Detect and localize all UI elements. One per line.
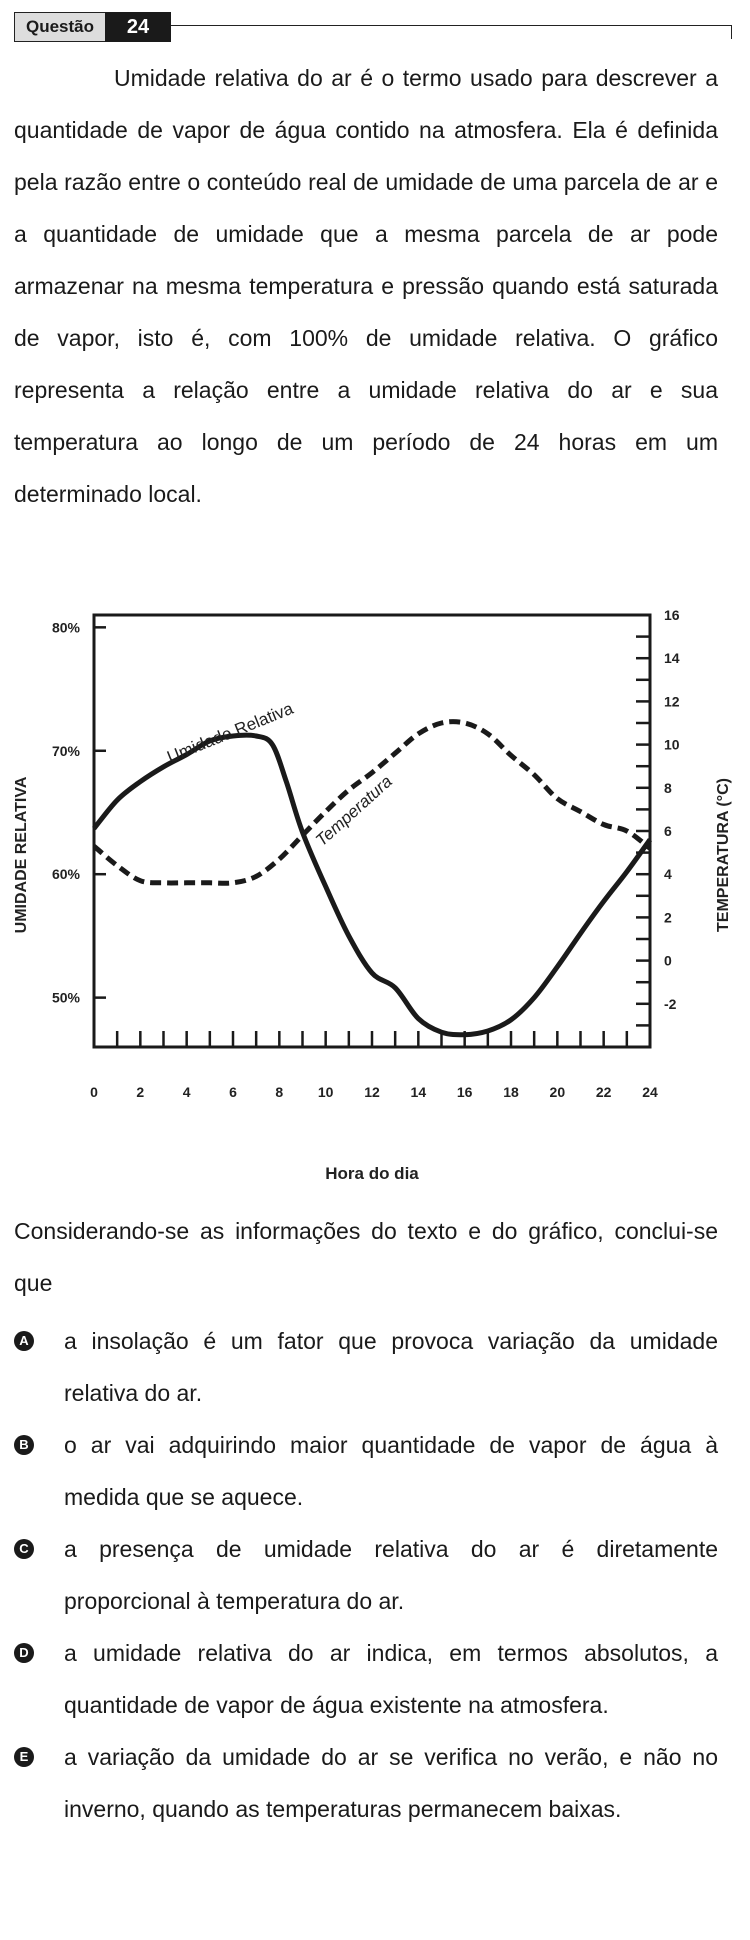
x-tick-label: 16 bbox=[457, 1084, 473, 1100]
x-tick-label: 0 bbox=[90, 1084, 98, 1100]
x-tick-label: 20 bbox=[550, 1084, 566, 1100]
question-paragraph: Umidade relativa do ar é o termo usado p… bbox=[14, 65, 718, 507]
plot-frame bbox=[92, 613, 652, 1049]
left-tick-label: 50% bbox=[52, 990, 81, 1006]
x-tick-label: 18 bbox=[503, 1084, 519, 1100]
y-left-axis-label: UMIDADE RELATIVA bbox=[13, 776, 30, 933]
left-tick-label: 70% bbox=[52, 743, 81, 759]
right-tick-marks bbox=[636, 613, 650, 1049]
x-tick-label: 10 bbox=[318, 1084, 334, 1100]
x-tick-label: 4 bbox=[183, 1084, 191, 1100]
x-tick-label: 24 bbox=[642, 1084, 658, 1100]
x-axis-label: Hora do dia bbox=[325, 1164, 419, 1183]
option-c[interactable]: C a presença de umidade relativa do ar é… bbox=[14, 1523, 718, 1627]
option-text: o ar vai adquirindo maior quantidade de … bbox=[64, 1432, 718, 1510]
left-tick-marks bbox=[94, 626, 106, 999]
right-tick-label: -2 bbox=[664, 996, 677, 1012]
x-tick-marks bbox=[92, 1031, 652, 1047]
option-d[interactable]: D a umidade relativa do ar indica, em te… bbox=[14, 1627, 718, 1731]
right-tick-label: 4 bbox=[664, 866, 672, 882]
left-tick-label: 80% bbox=[52, 619, 81, 635]
option-letter: D bbox=[14, 1643, 34, 1663]
right-tick-label: 0 bbox=[664, 953, 672, 969]
series-lines bbox=[92, 719, 653, 1038]
option-e[interactable]: E a variação da umidade do ar se verific… bbox=[14, 1731, 718, 1835]
option-b[interactable]: B o ar vai adquirindo maior quantidade d… bbox=[14, 1419, 718, 1523]
header-rule bbox=[171, 25, 732, 26]
right-tick-label: 14 bbox=[664, 650, 680, 666]
temperatura-line bbox=[92, 719, 652, 886]
x-tick-label: 8 bbox=[275, 1084, 283, 1100]
option-letter: B bbox=[14, 1435, 34, 1455]
y-right-axis-label: TEMPERATURA (°C) bbox=[715, 778, 732, 932]
header-rule-end bbox=[731, 25, 732, 39]
humidity-temperature-chart: 0 2 4 6 8 10 12 14 16 18 20 22 24-2024681012141650%6… bbox=[13, 607, 732, 1183]
right-tick-label: 16 bbox=[664, 607, 680, 623]
right-tick-label: 6 bbox=[664, 823, 672, 839]
question-number: 24 bbox=[105, 12, 171, 42]
right-tick-label: 8 bbox=[664, 780, 672, 796]
umidade-relativa-line bbox=[92, 732, 653, 1038]
option-letter: A bbox=[14, 1331, 34, 1351]
x-tick-label: 2 bbox=[136, 1084, 144, 1100]
question-label: Questão bbox=[14, 12, 106, 42]
option-letter: E bbox=[14, 1747, 34, 1767]
option-a[interactable]: A a insolação é um fator que provoca var… bbox=[14, 1315, 718, 1419]
tick-labels: 0 2 4 6 8 10 12 14 16 18 20 22 24-2024681012141650%6… bbox=[52, 607, 680, 1100]
answer-options: A a insolação é um fator que provoca var… bbox=[14, 1315, 718, 1835]
x-tick-label: 14 bbox=[411, 1084, 427, 1100]
x-tick-label: 6 bbox=[229, 1084, 237, 1100]
option-text: a presença de umidade relativa do ar é d… bbox=[64, 1536, 718, 1614]
x-tick-label: 12 bbox=[364, 1084, 380, 1100]
right-tick-label: 10 bbox=[664, 737, 680, 753]
question-prompt: Considerando-se as informações do texto … bbox=[14, 1218, 718, 1296]
option-letter: C bbox=[14, 1539, 34, 1559]
option-text: a umidade relativa do ar indica, em term… bbox=[64, 1640, 718, 1718]
option-text: a variação da umidade do ar se verifica … bbox=[64, 1744, 718, 1822]
option-text: a insolação é um fator que provoca varia… bbox=[64, 1328, 718, 1406]
left-tick-label: 60% bbox=[52, 866, 81, 882]
right-tick-label: 2 bbox=[664, 909, 672, 925]
x-tick-label: 22 bbox=[596, 1084, 612, 1100]
right-tick-label: 12 bbox=[664, 693, 680, 709]
question-header: Questão 24 bbox=[14, 12, 732, 42]
